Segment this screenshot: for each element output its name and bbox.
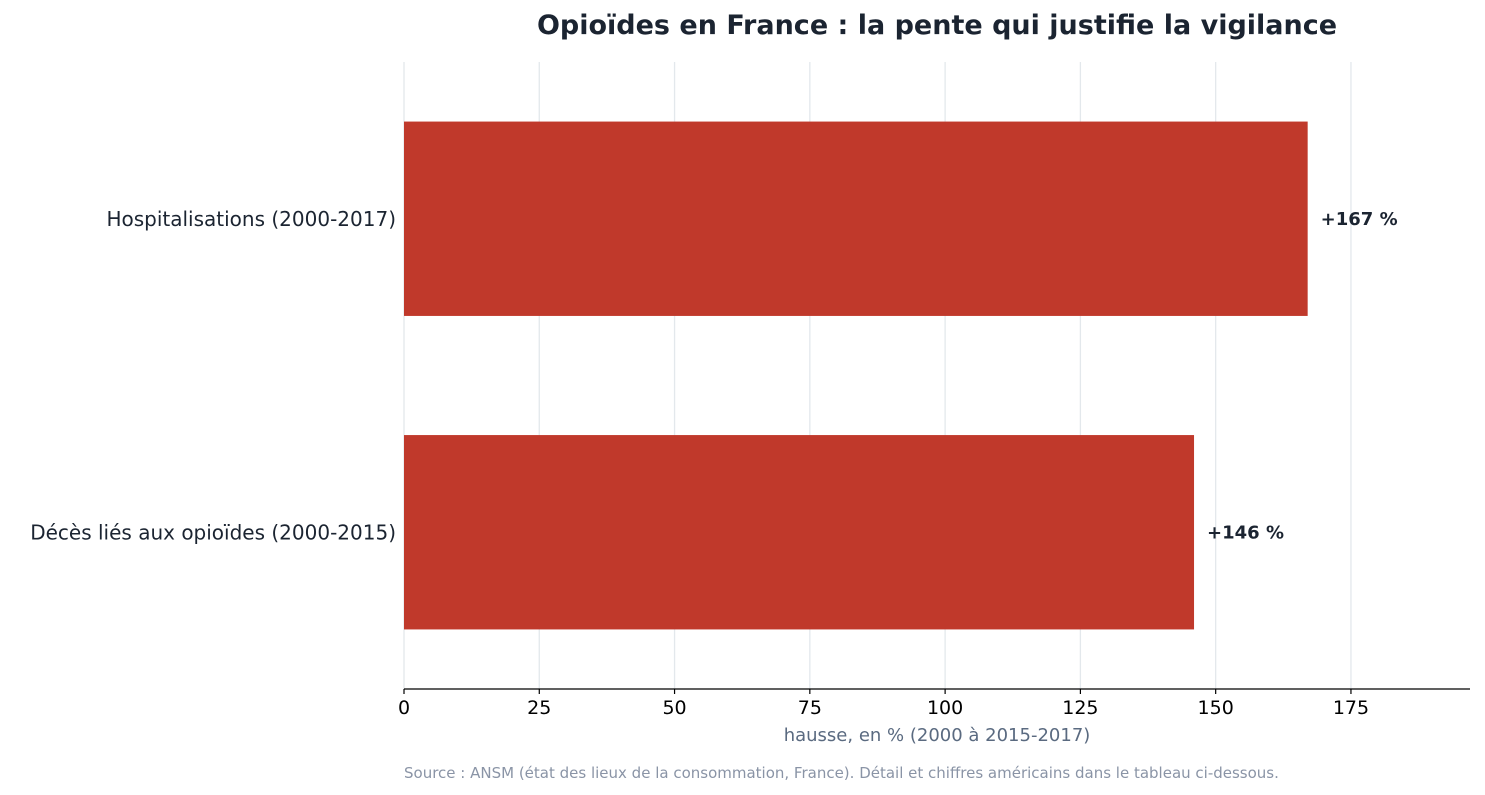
x-tick-label: 50 — [662, 697, 686, 719]
category-label: Décès liés aux opioïdes (2000-2015) — [30, 520, 396, 544]
data-label: +167 % — [1321, 209, 1398, 230]
data-label: +146 % — [1207, 522, 1284, 543]
x-tick-label: 75 — [798, 697, 822, 719]
x-tick-label: 25 — [527, 697, 551, 719]
chart-title: Opioïdes en France : la pente qui justif… — [536, 10, 1338, 41]
x-tick-label: 125 — [1062, 697, 1098, 719]
bar — [404, 121, 1308, 316]
bars — [404, 121, 1308, 630]
category-label: Hospitalisations (2000-2017) — [106, 207, 396, 231]
x-tick-label: 150 — [1198, 697, 1234, 719]
x-tick-label: 175 — [1333, 697, 1369, 719]
x-tick-label: 0 — [398, 697, 410, 719]
x-tick-label: 100 — [927, 697, 963, 719]
x-axis-title: hausse, en % (2000 à 2015-2017) — [784, 725, 1091, 746]
x-tick-labels: 0 25 50 75 100 125 150 175 — [398, 689, 1369, 719]
data-labels: +167 % +146 % — [1207, 209, 1398, 544]
bar — [404, 435, 1195, 630]
category-labels: Hospitalisations (2000-2017) Décès liés a… — [30, 207, 396, 545]
source-note: Source : ANSM (état des lieux de la cons… — [404, 764, 1279, 782]
